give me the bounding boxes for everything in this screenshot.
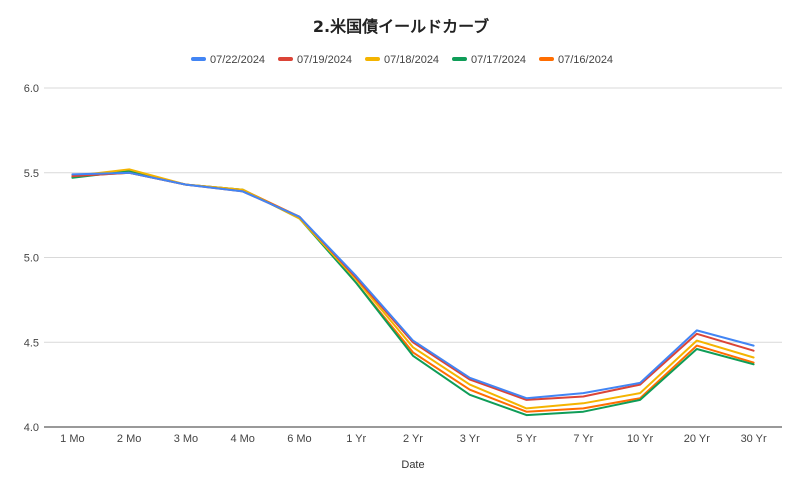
x-tick-label: 1 Yr: [346, 433, 366, 445]
chart-title: 2.米国債イールドカーブ: [313, 17, 489, 36]
y-tick-label: 5.5: [24, 168, 39, 180]
legend-label: 07/16/2024: [558, 54, 613, 66]
legend: 07/22/2024 07/19/2024 07/18/2024 07/17/2024…: [191, 54, 613, 66]
x-tick-label: 2 Yr: [403, 433, 423, 445]
y-axis-ticks: 4.0 4.5 5.0 5.5 6.0: [24, 83, 39, 434]
x-axis-title: Date: [401, 459, 424, 471]
x-axis-ticks: 1 Mo 2 Mo 3 Mo 4 Mo 6 Mo 1 Yr 2 Yr 3 Yr 5 Yr 7 Yr…: [60, 433, 767, 445]
x-tick-label: 30 Yr: [741, 433, 767, 445]
y-tick-label: 5.0: [24, 253, 39, 265]
series-line: [71, 171, 755, 400]
y-tick-label: 4.5: [24, 337, 39, 349]
legend-label: 07/19/2024: [297, 54, 352, 66]
series-line: [71, 171, 755, 413]
x-tick-label: 6 Mo: [287, 433, 311, 445]
x-tick-label: 5 Yr: [517, 433, 537, 445]
legend-label: 07/17/2024: [471, 54, 526, 66]
x-tick-label: 20 Yr: [684, 433, 710, 445]
x-tick-label: 2 Mo: [117, 433, 141, 445]
series-lines: [71, 168, 755, 417]
legend-label: 07/22/2024: [210, 54, 265, 66]
legend-item[interactable]: 07/19/2024: [278, 54, 352, 66]
x-tick-label: 3 Yr: [460, 433, 480, 445]
x-tick-label: 4 Mo: [230, 433, 254, 445]
x-tick-label: 1 Mo: [60, 433, 84, 445]
x-tick-label: 10 Yr: [627, 433, 653, 445]
y-tick-label: 6.0: [24, 83, 39, 95]
legend-item[interactable]: 07/22/2024: [191, 54, 265, 66]
series-line: [71, 171, 755, 401]
x-tick-label: 3 Mo: [174, 433, 198, 445]
grid-lines: [44, 87, 782, 428]
legend-item[interactable]: 07/17/2024: [452, 54, 526, 66]
y-tick-label: 4.0: [24, 422, 39, 434]
series-line: [71, 170, 755, 417]
legend-label: 07/18/2024: [384, 54, 439, 66]
legend-item[interactable]: 07/18/2024: [365, 54, 439, 66]
x-tick-label: 7 Yr: [573, 433, 593, 445]
legend-item[interactable]: 07/16/2024: [539, 54, 613, 66]
